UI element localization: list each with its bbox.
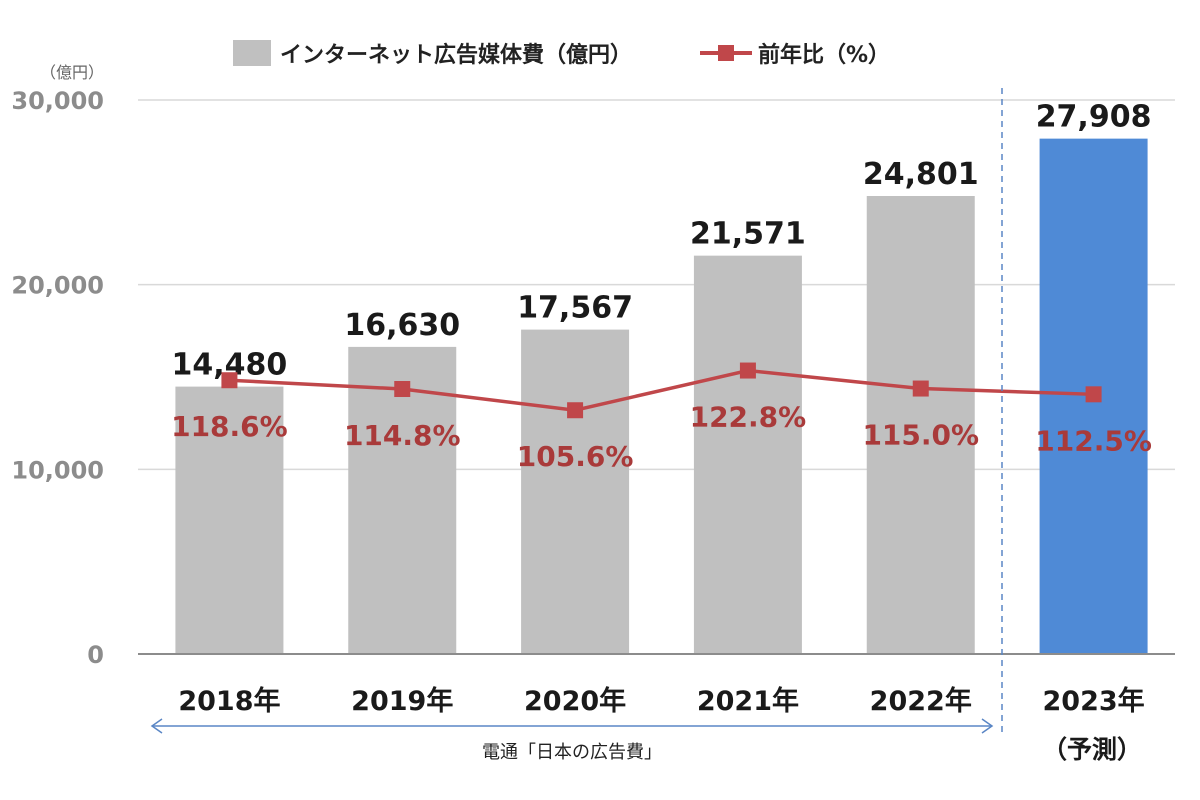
- growth-label: 115.0%: [862, 419, 979, 452]
- bars: [175, 138, 1148, 655]
- x-tick-label: 2019年: [351, 685, 453, 717]
- bar: [693, 255, 802, 655]
- y-axis-unit: （億円）: [40, 63, 104, 82]
- legend: インターネット広告媒体費（億円） 前年比（%）: [233, 40, 890, 68]
- legend-swatch-bar: [233, 40, 271, 66]
- x-tick-label: 2023年: [1043, 685, 1145, 717]
- growth-marker: [567, 402, 584, 419]
- legend-label-bar: インターネット広告媒体費（億円）: [280, 42, 632, 68]
- growth-label: 122.8%: [690, 401, 807, 434]
- growth-line-path: [229, 368, 1094, 413]
- bar-value-label: 21,571: [690, 217, 806, 252]
- growth-marker: [394, 381, 411, 398]
- source-note: 電通「日本の広告費」: [482, 742, 662, 763]
- x-tick-label: 2018年: [178, 685, 280, 717]
- y-axis-ticks: 0 10,000 20,000 30,000: [11, 87, 104, 669]
- growth-label: 118.6%: [171, 410, 288, 443]
- bar-value-label: 16,630: [344, 308, 460, 343]
- bar-value-label: 17,567: [517, 291, 633, 326]
- x-tick-label: 2022年: [870, 685, 972, 717]
- x-axis-ticks: 2018年 2019年 2020年 2021年 2022年 2023年: [178, 685, 1144, 717]
- bar: [866, 196, 975, 655]
- growth-labels: 118.6% 114.8% 105.6% 122.8% 115.0% 112.5%: [171, 401, 1152, 474]
- y-tick-label: 10,000: [11, 456, 104, 484]
- growth-label: 114.8%: [344, 419, 461, 452]
- bar: [521, 329, 630, 654]
- growth-marker: [1085, 386, 1102, 403]
- y-tick-label: 0: [87, 641, 104, 669]
- growth-label: 105.6%: [517, 440, 634, 473]
- legend-label-line: 前年比（%）: [758, 42, 890, 68]
- bar: [175, 386, 284, 654]
- forecast-note: （予測）: [1042, 735, 1142, 764]
- legend-swatch-marker: [718, 45, 734, 61]
- growth-marker: [912, 380, 929, 397]
- bar-value-label: 27,908: [1036, 100, 1152, 135]
- growth-marker: [221, 372, 238, 389]
- y-tick-label: 20,000: [11, 272, 104, 300]
- gridlines: [138, 99, 1175, 471]
- y-tick-label: 30,000: [11, 87, 104, 115]
- bar-value-label: 24,801: [863, 157, 979, 192]
- source-arrow: [150, 718, 994, 734]
- x-tick-label: 2021年: [697, 685, 799, 717]
- x-tick-label: 2020年: [524, 685, 626, 717]
- growth-label: 112.5%: [1035, 424, 1152, 457]
- growth-line: [221, 362, 1102, 419]
- bar: [348, 346, 457, 654]
- growth-marker: [739, 362, 756, 379]
